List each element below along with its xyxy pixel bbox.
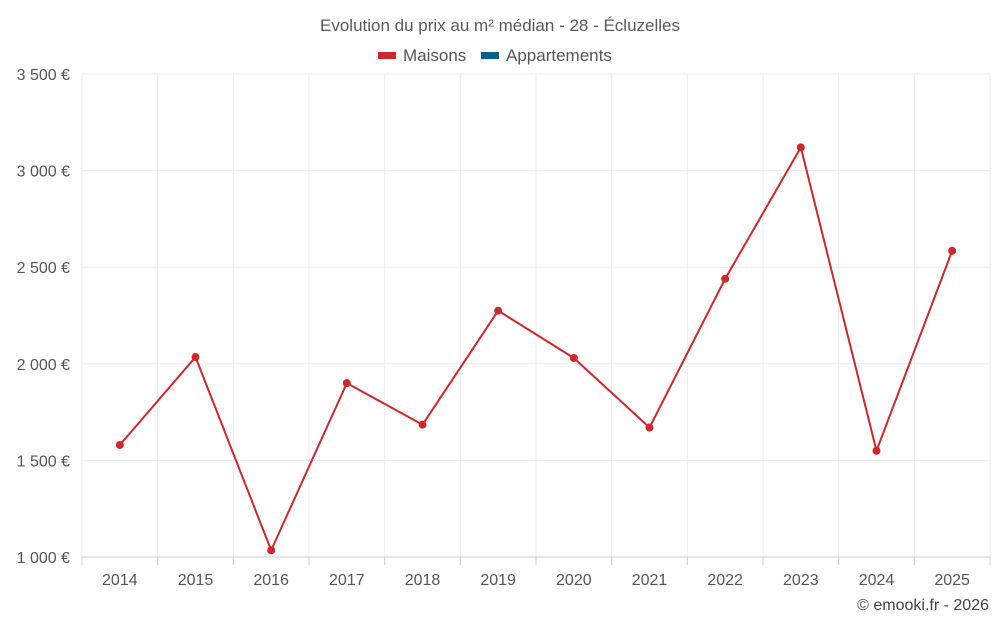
series-layer	[115, 143, 957, 555]
grid	[81, 73, 991, 557]
y-tick-label: 3 500 €	[17, 67, 70, 84]
data-point[interactable]	[342, 379, 351, 388]
credit-text: © emooki.fr - 2026	[857, 597, 989, 614]
data-point[interactable]	[115, 440, 124, 449]
y-tick-label: 1 500 €	[17, 453, 70, 470]
x-tick-label: 2020	[556, 572, 592, 589]
x-tick-label: 2014	[102, 572, 138, 589]
data-point[interactable]	[191, 353, 200, 362]
y-tick-label: 1 000 €	[17, 550, 70, 567]
x-tick-label: 2024	[859, 572, 895, 589]
y-tick-label: 3 000 €	[17, 164, 70, 181]
legend-swatch-appartements	[481, 52, 499, 59]
data-point[interactable]	[721, 274, 730, 283]
chart-title: Evolution du prix au m² médian - 28 - Éc…	[320, 16, 680, 35]
x-tick-label: 2015	[178, 572, 214, 589]
data-point[interactable]	[872, 446, 881, 455]
data-point[interactable]	[569, 354, 578, 363]
legend-swatch-maisons	[378, 52, 396, 59]
x-tick-label: 2023	[783, 572, 819, 589]
data-point[interactable]	[418, 420, 427, 429]
x-tick-label: 2018	[405, 572, 441, 589]
legend: Maisons Appartements	[378, 46, 612, 65]
series-line-maisons	[119, 146, 954, 552]
legend-item-appartements[interactable]: Appartements	[481, 46, 612, 65]
data-point[interactable]	[796, 143, 805, 152]
legend-item-maisons[interactable]: Maisons	[378, 46, 466, 65]
x-tick-label: 2021	[632, 572, 668, 589]
x-axis: 2014 2015 2016 2017 2018 2019 2020 2021 2022 2023…	[81, 556, 991, 589]
data-point[interactable]	[645, 423, 654, 432]
legend-label-maisons: Maisons	[403, 46, 466, 65]
x-tick-label: 2016	[253, 572, 289, 589]
data-point[interactable]	[494, 306, 503, 315]
y-axis: 1 000 € 1 500 € 2 000 € 2 500 € 3 000 € 3 500…	[17, 67, 70, 567]
y-tick-label: 2 500 €	[17, 260, 70, 277]
y-tick-label: 2 000 €	[17, 357, 70, 374]
x-tick-label: 2022	[707, 572, 743, 589]
legend-label-appartements: Appartements	[506, 46, 612, 65]
data-point[interactable]	[267, 546, 276, 555]
x-tick-label: 2017	[329, 572, 365, 589]
data-point[interactable]	[948, 246, 957, 255]
x-tick-label: 2025	[934, 572, 970, 589]
x-tick-label: 2019	[480, 572, 516, 589]
